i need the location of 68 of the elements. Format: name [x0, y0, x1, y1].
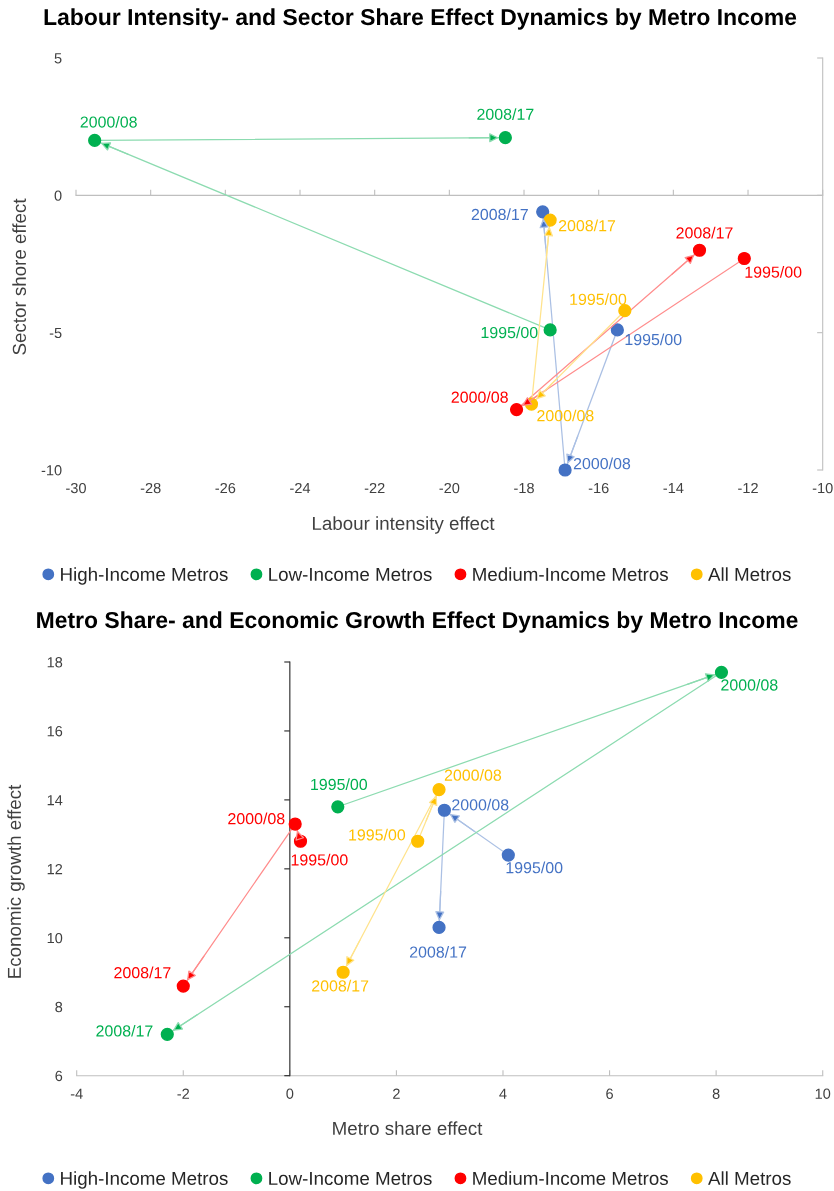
y-axis-title: Sector shore effect: [12, 198, 27, 355]
y-tick-label: 14: [47, 795, 63, 806]
x-tick-label: -12: [738, 482, 758, 494]
y-tick-label: 5: [54, 53, 62, 64]
y-axis-title: Economic growth effect: [7, 784, 25, 978]
annotation: 2000/08: [80, 115, 137, 128]
annotation: 2008/17: [96, 1024, 153, 1037]
x-tick-label: -4: [70, 1088, 83, 1099]
x-tick-label: -20: [439, 482, 460, 494]
annotation: 1995/00: [311, 778, 368, 791]
x-tick-label: -26: [215, 482, 236, 494]
x-axis-title: Metro share effect: [333, 1121, 483, 1136]
annotation: 1995/00: [481, 326, 538, 339]
x-tick-label: -22: [364, 482, 385, 494]
annotation: 2000/08: [228, 812, 285, 825]
x-tick-label: -28: [140, 482, 161, 494]
x-tick-label: 2: [393, 1088, 400, 1099]
annotation: 1995/00: [349, 828, 406, 841]
x-tick-label: -16: [588, 482, 609, 494]
annotation: 2008/17: [312, 979, 369, 992]
y-tick-label: 16: [47, 726, 63, 737]
x-tick-label: -14: [663, 483, 684, 494]
legend-label: All Metros: [708, 1171, 791, 1186]
annotation: 2008/17: [477, 108, 534, 120]
x-tick-label: 4: [499, 1088, 507, 1099]
annotation: 2008/17: [676, 226, 733, 239]
annotation: 1995/00: [745, 266, 802, 278]
x-tick-label: -18: [514, 482, 534, 494]
y-tick-label: 10: [47, 932, 63, 944]
x-tick-label: -2: [177, 1088, 190, 1099]
y-tick-label: 8: [55, 1001, 63, 1013]
x-tick-label: -10: [812, 482, 833, 494]
annotation: 2000/08: [444, 769, 502, 781]
legend-label: Medium-Income Metros: [473, 567, 668, 582]
x-tick-label: 0: [286, 1088, 294, 1099]
annotation: 2000/08: [451, 391, 508, 403]
y-tick-label: 0: [54, 190, 62, 201]
x-tick-label: 10: [815, 1088, 831, 1099]
annotation: 1995/00: [570, 293, 627, 305]
annotation: 1995/00: [625, 333, 682, 346]
x-tick-label: 6: [606, 1088, 613, 1099]
legend-label: High-Income Metros: [61, 567, 228, 585]
x-axis-title: Labour intensity effect: [312, 516, 495, 534]
annotation: 2000/08: [452, 798, 509, 811]
annotation: 2008/17: [471, 208, 528, 221]
annotation: 2000/08: [721, 678, 778, 691]
annotation: 2000/08: [537, 409, 594, 422]
y-tick-label: 6: [55, 1070, 63, 1082]
legend-label: Low-Income Metros: [269, 1171, 432, 1186]
annotation: 1995/00: [291, 853, 348, 866]
annotation: 2008/17: [114, 966, 171, 979]
y-tick-label: 18: [47, 657, 63, 668]
x-tick-label: 8: [712, 1088, 720, 1099]
x-tick-label: -24: [290, 482, 311, 494]
annotation: 2000/08: [573, 457, 631, 470]
chart-title: Labour Intensity- and Sector Share Effect Dynamics by Metro Income: [44, 8, 797, 30]
legend-label: All Metros: [708, 567, 791, 582]
chart-title: Metro Share- and Economic Growth Effect Dynamics by Metro Income: [37, 611, 798, 633]
y-tick-label: -5: [49, 327, 62, 339]
legend-label: High-Income Metros: [61, 1171, 228, 1189]
x-tick-label: -30: [66, 482, 86, 494]
y-tick-label: 12: [47, 863, 63, 875]
legend-label: Medium-Income Metros: [473, 1171, 668, 1186]
annotation: 2008/17: [409, 946, 467, 958]
annotation: 2008/17: [558, 219, 616, 232]
annotation: 1995/00: [506, 861, 563, 874]
y-tick-label: -10: [41, 465, 62, 476]
legend-label: Low-Income Metros: [269, 567, 432, 582]
